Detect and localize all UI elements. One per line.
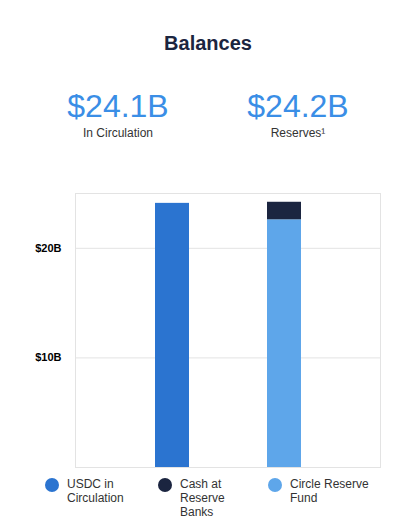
svg-text:$10B: $10B [35,351,61,363]
html-text:Reserves¹: Reserves¹ [270,126,326,140]
svg-text:$20B: $20B [35,242,61,254]
html-text:In Circulation: In Circulation [83,126,153,140]
html-text:Cash at Reserve Banks: Cash at Reserve Banks [180,477,225,519]
html-text:Circle Reserve Fund: Circle Reserve Fund [290,477,369,505]
html-text:$24.2B: $24.2B [247,88,349,124]
html-text:Balances: Balances [164,32,252,54]
html-text:$24.1B: $24.1B [67,88,169,124]
html-text:USDC in Circulation: USDC in Circulation [67,477,124,505]
